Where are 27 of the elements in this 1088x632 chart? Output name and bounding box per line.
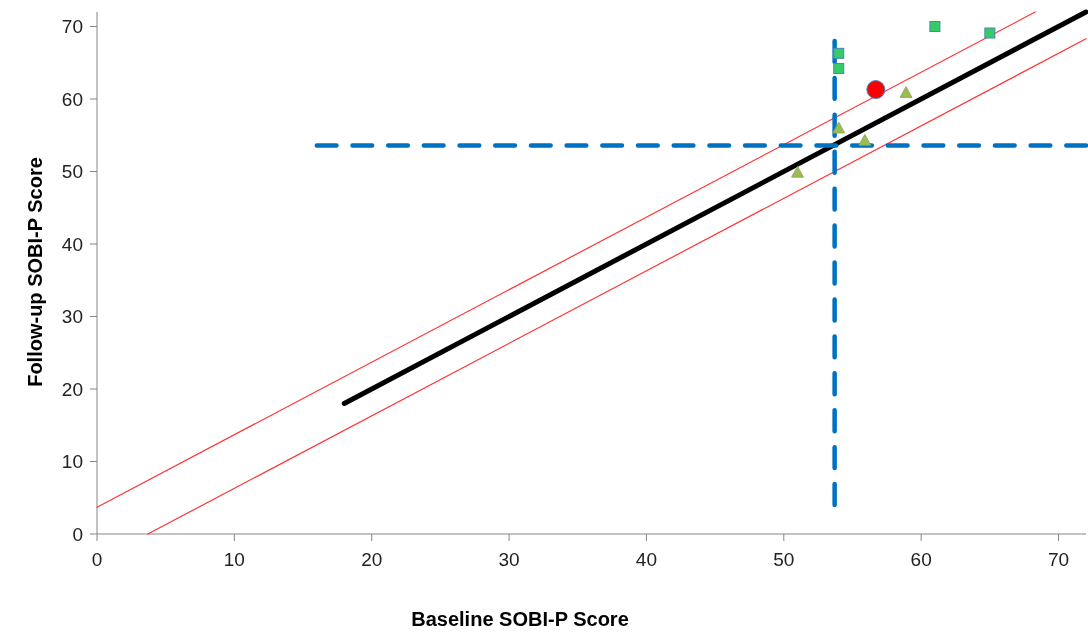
point [929,21,941,32]
y-tick-label: 50 [61,161,83,183]
x-tick-label: 70 [1047,549,1070,570]
y-tick-label: 20 [61,378,83,400]
point [833,63,845,75]
x-tick-label: 20 [361,549,383,570]
x-tick-label: 0 [91,549,103,570]
point [791,165,804,178]
y-tick-label: 30 [61,306,83,328]
point [858,133,872,146]
point [899,86,913,98]
point [984,27,996,39]
x-tick-label: 50 [773,549,795,570]
x-tick-label: 40 [635,549,658,570]
y-axis-title: Follow-up SOBI-P Score [24,157,46,387]
point [832,121,846,134]
y-tick-label: 0 [72,523,83,545]
y-tick-label: 10 [61,451,83,473]
point [833,47,845,59]
y-tick-label: 40 [61,233,83,255]
x-axis-title: Baseline SOBI-P Score [411,608,629,630]
point [866,80,886,100]
y-tick-label: 70 [61,16,83,38]
x-tick-label: 10 [223,549,245,570]
y-tick-label: 60 [61,88,83,110]
x-tick-label: 60 [910,549,932,570]
x-tick-label: 30 [498,549,520,570]
